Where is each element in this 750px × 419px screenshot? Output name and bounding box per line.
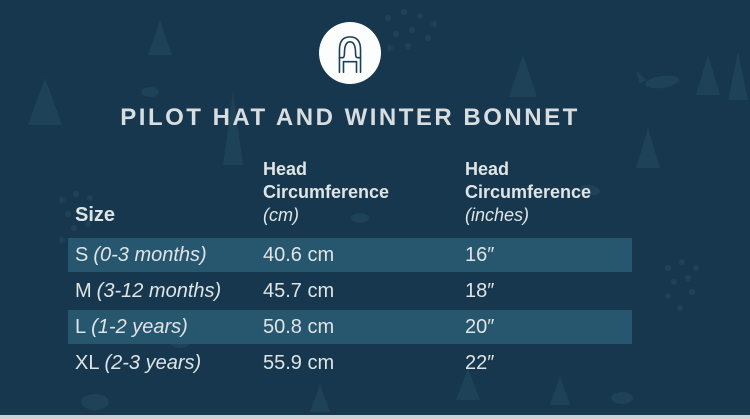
size-cell: L (1-2 years): [68, 316, 263, 339]
cm-value: 40.6 cm: [263, 243, 335, 266]
dots-cluster: [665, 259, 699, 311]
table-row: M (3-12 months) 45.7 cm 18″: [68, 274, 632, 308]
column-header-size: Size: [68, 204, 263, 227]
size-cell: M (3-12 months): [68, 280, 263, 303]
column-header-cm-label: Head Circumference: [263, 159, 390, 202]
pilot-hat-icon: [319, 22, 381, 84]
age-range: (1-2 years): [91, 315, 188, 338]
column-header-size-label: Size: [75, 204, 116, 226]
page-title: PILOT HAT AND WINTER BONNET: [120, 104, 580, 131]
inches-value: 20″: [465, 315, 495, 338]
size-table: Size Head Circumference (cm) Head Circum…: [68, 158, 632, 380]
table-row: S (0-3 months) 40.6 cm 16″: [68, 238, 632, 272]
age-range: (3-12 months): [96, 279, 222, 302]
dots-cluster: [59, 191, 99, 243]
cm-value: 55.9 cm: [263, 351, 335, 374]
column-header-inches: Head Circumference (inches): [465, 158, 632, 227]
column-header-cm: Head Circumference (cm): [263, 158, 465, 227]
column-header-inches-label: Head Circumference: [465, 159, 592, 202]
age-range: (0-3 months): [93, 243, 207, 266]
dots-cluster: [385, 9, 437, 51]
age-range: (2-3 years): [104, 351, 202, 374]
size-label: XL: [75, 351, 100, 374]
size-chart-container: PILOT HAT AND WINTER BONNET Size Head Ci…: [68, 0, 632, 382]
table-header-row: Size Head Circumference (cm) Head Circum…: [68, 158, 632, 236]
bottom-page-edge: [0, 415, 750, 419]
size-cell: S (0-3 months): [68, 244, 263, 267]
cm-value: 45.7 cm: [263, 279, 335, 302]
table-row: XL (2-3 years) 55.9 cm 22″: [68, 346, 632, 380]
inches-value: 16″: [465, 243, 495, 266]
size-label: M: [75, 279, 92, 302]
inches-value: 22″: [465, 351, 495, 374]
size-cell: XL (2-3 years): [68, 352, 263, 375]
column-header-inches-unit: (inches): [465, 205, 530, 225]
column-header-cm-unit: (cm): [263, 205, 299, 225]
table-row: L (1-2 years) 50.8 cm 20″: [68, 310, 632, 344]
cm-value: 50.8 cm: [263, 315, 335, 338]
inches-value: 18″: [465, 279, 495, 302]
size-label: S: [75, 243, 89, 266]
size-label: L: [75, 315, 87, 338]
table-body: S (0-3 months) 40.6 cm 16″ M (3-12 months)…: [68, 238, 632, 380]
